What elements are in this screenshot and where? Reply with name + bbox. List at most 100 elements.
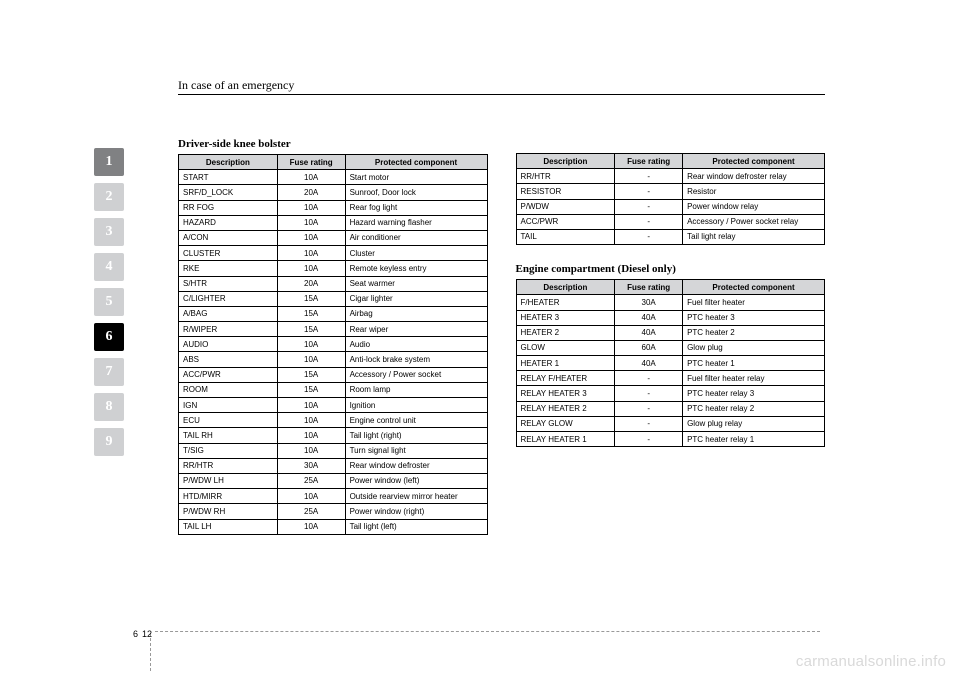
table-row: ACC/PWR-Accessory / Power socket relay — [516, 214, 825, 229]
table-row: ROOM15ARoom lamp — [179, 382, 488, 397]
table-row: HEATER 140APTC heater 1 — [516, 356, 825, 371]
cell-description: RR FOG — [179, 200, 278, 215]
cell-protected: Outside rearview mirror heater — [345, 489, 487, 504]
cell-description: A/BAG — [179, 306, 278, 321]
cell-protected: Room lamp — [345, 382, 487, 397]
cell-protected: Power window (right) — [345, 504, 487, 519]
cell-protected: Audio — [345, 337, 487, 352]
cell-protected: Rear window defroster relay — [683, 169, 825, 184]
cell-description: SRF/D_LOCK — [179, 185, 278, 200]
th-protected: Protected component — [683, 280, 825, 295]
table-row: F/HEATER30AFuel filter heater — [516, 295, 825, 310]
cell-description: C/LIGHTER — [179, 291, 278, 306]
cell-rating: - — [615, 386, 683, 401]
cell-rating: - — [615, 416, 683, 431]
cell-rating: 10A — [277, 398, 345, 413]
table-row: RR FOG10ARear fog light — [179, 200, 488, 215]
cell-description: P/WDW RH — [179, 504, 278, 519]
cell-protected: Anti-lock brake system — [345, 352, 487, 367]
cell-protected: Seat warmer — [345, 276, 487, 291]
footer-page-num: 12 — [142, 629, 152, 639]
section-heading: Driver-side knee bolster — [178, 138, 488, 150]
cell-protected: Cluster — [345, 246, 487, 261]
cell-protected: PTC heater relay 2 — [683, 401, 825, 416]
cell-protected: Glow plug relay — [683, 416, 825, 431]
th-description: Description — [179, 155, 278, 170]
th-rating: Fuse rating — [615, 280, 683, 295]
table-row: ABS10AAnti-lock brake system — [179, 352, 488, 367]
table-row: C/LIGHTER15ACigar lighter — [179, 291, 488, 306]
table-row: HEATER 240APTC heater 2 — [516, 325, 825, 340]
table-row: T/SIG10ATurn signal light — [179, 443, 488, 458]
table-row: RESISTOR-Resistor — [516, 184, 825, 199]
cell-protected: PTC heater 2 — [683, 325, 825, 340]
cell-rating: 40A — [615, 325, 683, 340]
cell-rating: - — [615, 401, 683, 416]
cell-description: HTD/MIRR — [179, 489, 278, 504]
cell-protected: Glow plug — [683, 340, 825, 355]
cell-rating: 10A — [277, 519, 345, 534]
cell-rating: 10A — [277, 337, 345, 352]
cell-description: HEATER 1 — [516, 356, 615, 371]
table-row: P/WDW LH25APower window (left) — [179, 473, 488, 488]
cell-rating: - — [615, 214, 683, 229]
cell-rating: 10A — [277, 246, 345, 261]
cell-rating: - — [615, 169, 683, 184]
cell-description: P/WDW LH — [179, 473, 278, 488]
cell-rating: - — [615, 432, 683, 447]
cell-description: S/HTR — [179, 276, 278, 291]
cell-protected: Fuel filter heater — [683, 295, 825, 310]
tab-6: 6 — [94, 323, 124, 351]
table-row: SRF/D_LOCK20ASunroof, Door lock — [179, 185, 488, 200]
cell-description: ACC/PWR — [516, 214, 615, 229]
cell-rating: 15A — [277, 367, 345, 382]
table-row: START10AStart motor — [179, 170, 488, 185]
cell-protected: Hazard warning flasher — [345, 215, 487, 230]
table-row: AUDIO10AAudio — [179, 337, 488, 352]
cell-rating: 10A — [277, 261, 345, 276]
table-row: RELAY F/HEATER-Fuel filter heater relay — [516, 371, 825, 386]
cell-description: RR/HTR — [516, 169, 615, 184]
side-tabs: 123456789 — [94, 148, 124, 456]
cell-protected: Accessory / Power socket relay — [683, 214, 825, 229]
th-description: Description — [516, 280, 615, 295]
cell-rating: 10A — [277, 413, 345, 428]
cell-rating: 20A — [277, 185, 345, 200]
cell-description: RELAY HEATER 3 — [516, 386, 615, 401]
watermark: carmanualsonline.info — [796, 653, 946, 670]
tab-3: 3 — [94, 218, 124, 246]
tab-4: 4 — [94, 253, 124, 281]
cell-rating: 10A — [277, 170, 345, 185]
tab-9: 9 — [94, 428, 124, 456]
th-protected: Protected component — [683, 154, 825, 169]
cell-protected: Cigar lighter — [345, 291, 487, 306]
cell-rating: 15A — [277, 382, 345, 397]
table-row: RR/HTR-Rear window defroster relay — [516, 169, 825, 184]
table-row: CLUSTER10ACluster — [179, 246, 488, 261]
cell-description: CLUSTER — [179, 246, 278, 261]
table-row: TAIL RH10ATail light (right) — [179, 428, 488, 443]
cell-description: TAIL RH — [179, 428, 278, 443]
cell-description: HEATER 2 — [516, 325, 615, 340]
cell-protected: PTC heater 1 — [683, 356, 825, 371]
cell-description: ACC/PWR — [179, 367, 278, 382]
cell-description: RR/HTR — [179, 458, 278, 473]
cell-rating: - — [615, 199, 683, 214]
cell-rating: 15A — [277, 322, 345, 337]
cell-rating: 15A — [277, 306, 345, 321]
cell-rating: 30A — [615, 295, 683, 310]
page-footer: 6 12 — [133, 629, 960, 639]
table-row: GLOW60AGlow plug — [516, 340, 825, 355]
cell-description: A/CON — [179, 230, 278, 245]
section-heading: Engine compartment (Diesel only) — [516, 263, 826, 275]
cell-description: AUDIO — [179, 337, 278, 352]
cell-description: RKE — [179, 261, 278, 276]
table-row: TAIL LH10ATail light (left) — [179, 519, 488, 534]
cell-protected: Sunroof, Door lock — [345, 185, 487, 200]
table-row: HAZARD10AHazard warning flasher — [179, 215, 488, 230]
cell-protected: Power window relay — [683, 199, 825, 214]
cell-protected: PTC heater relay 1 — [683, 432, 825, 447]
cell-description: IGN — [179, 398, 278, 413]
cell-protected: Rear window defroster — [345, 458, 487, 473]
cell-description: ECU — [179, 413, 278, 428]
